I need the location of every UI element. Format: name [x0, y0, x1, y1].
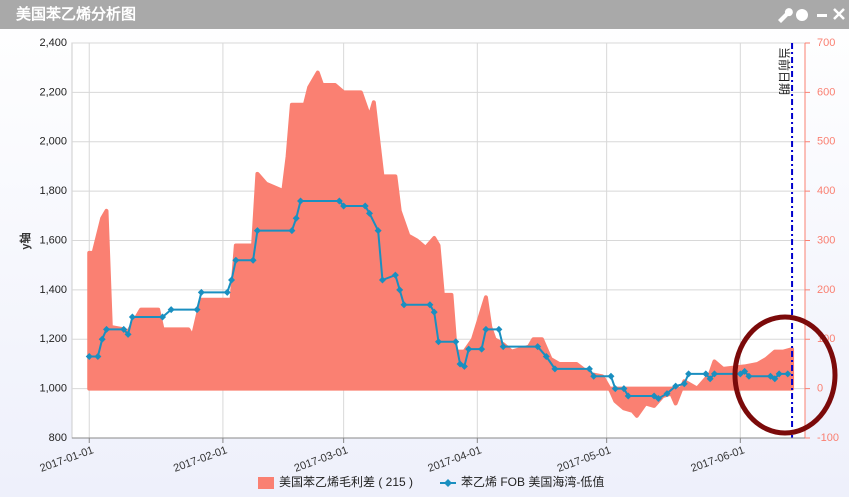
line-marker — [585, 365, 593, 373]
line-marker — [624, 392, 632, 400]
line — [89, 200, 788, 400]
line-marker — [430, 308, 438, 316]
legend-swatch — [258, 477, 274, 489]
y2-tick-label: 600 — [817, 86, 835, 98]
legend-label[interactable]: 美国苯乙烯毛利差 ( 215 ) — [279, 475, 413, 489]
y-tick-label: 1,600 — [39, 234, 67, 246]
line-marker — [159, 313, 167, 321]
line-marker — [197, 288, 205, 296]
legend-label[interactable]: 苯乙烯 FOB 美国海湾-低值 — [461, 474, 604, 489]
line-marker — [98, 335, 106, 343]
y-tick-label: 1,400 — [39, 284, 67, 296]
y-tick-label: 1,800 — [39, 185, 67, 197]
line-marker — [288, 227, 296, 235]
line-marker — [534, 343, 542, 351]
line-marker — [495, 325, 503, 333]
legend-marker — [444, 479, 452, 487]
line-marker — [391, 271, 399, 279]
line-marker — [452, 338, 460, 346]
line-marker — [297, 197, 305, 205]
line-marker — [784, 370, 792, 378]
plot: 800 1,000 1,200 1,400 1,600 1,800 2,000 2,200 2,… — [38, 37, 839, 475]
line-marker — [426, 301, 434, 309]
line-marker — [607, 372, 615, 380]
y2-tick-label: 200 — [817, 284, 835, 296]
y2-tick-label: 400 — [817, 185, 835, 197]
line-marker — [85, 353, 93, 361]
settings-icon[interactable] — [778, 8, 793, 23]
y2-tick-label: 300 — [817, 234, 835, 246]
minimize-icon[interactable] — [817, 14, 827, 17]
line-marker — [745, 372, 753, 380]
line-marker — [396, 286, 404, 294]
line-marker — [253, 227, 261, 235]
gear-icon[interactable] — [796, 9, 808, 21]
line-marker — [460, 362, 468, 370]
line-marker — [775, 370, 783, 378]
line-marker — [400, 301, 408, 309]
y-tick-label: 800 — [49, 432, 67, 444]
line-marker — [361, 202, 369, 210]
line-marker — [128, 313, 136, 321]
y-tick-label: 1,000 — [39, 383, 67, 395]
window-tools[interactable] — [778, 8, 845, 23]
y2-tick-label: -100 — [817, 432, 839, 444]
line-marker — [124, 330, 132, 338]
line-marker — [435, 338, 442, 346]
y2-tick-label: 0 — [817, 383, 823, 395]
line-marker — [741, 367, 749, 375]
window-title: 美国苯乙烯分析图 — [16, 5, 136, 23]
line-marker — [663, 390, 671, 398]
line-marker — [167, 306, 175, 314]
y-tick-label: 1,200 — [39, 333, 67, 345]
line-marker — [223, 288, 231, 296]
y-tick-label: 2,200 — [39, 86, 67, 98]
line-marker — [465, 345, 473, 353]
line-marker — [551, 365, 559, 373]
line-marker — [366, 209, 374, 217]
line-marker — [710, 370, 718, 378]
highlight-circle — [732, 314, 838, 436]
line-marker — [94, 353, 102, 361]
y-tick-label: 2,400 — [39, 37, 67, 49]
line-marker — [702, 370, 710, 378]
line-marker — [478, 345, 486, 353]
line-marker — [542, 353, 550, 361]
line-marker — [654, 395, 662, 402]
line-marker — [335, 197, 343, 205]
close-icon[interactable] — [833, 8, 845, 20]
area — [87, 70, 795, 418]
line-marker — [378, 276, 386, 284]
line-marker — [249, 256, 257, 264]
line-marker — [232, 256, 240, 264]
line-marker — [680, 380, 688, 388]
line-marker — [771, 375, 779, 383]
line-marker — [499, 343, 507, 351]
line-marker — [620, 385, 628, 393]
line-marker — [292, 214, 300, 222]
line-marker — [102, 325, 110, 333]
line-marker — [482, 325, 490, 333]
line-marker — [228, 276, 236, 284]
line-marker — [340, 202, 348, 210]
y2-tick-label: 700 — [817, 37, 835, 49]
line-marker — [590, 372, 598, 380]
line-marker — [120, 325, 128, 333]
line-marker — [374, 227, 382, 235]
y-axis-label: y轴 — [18, 232, 32, 249]
y2-tick-label: 500 — [817, 136, 835, 148]
y-tick-label: 2,000 — [39, 136, 67, 148]
line-marker — [672, 382, 680, 390]
line-marker — [706, 375, 714, 383]
current-date-label: 当前日期 — [777, 47, 792, 95]
title-bar — [0, 0, 849, 29]
line-marker — [685, 370, 693, 378]
line-marker — [193, 306, 201, 314]
line-marker — [611, 385, 619, 393]
